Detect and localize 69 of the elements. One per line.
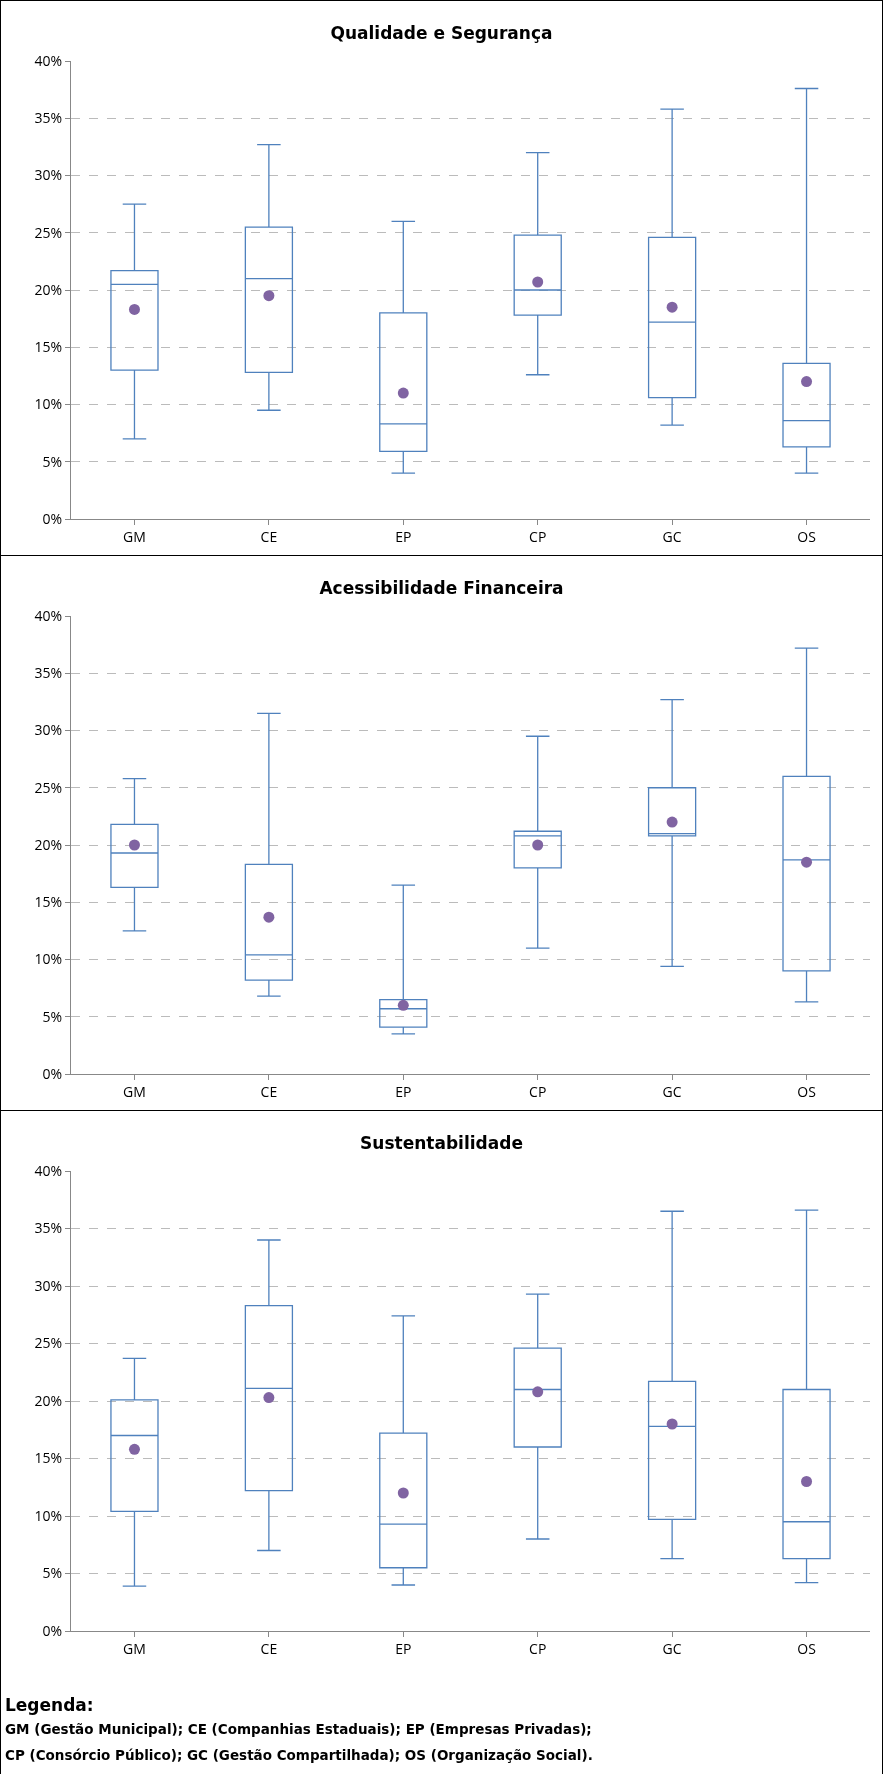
point: [666, 1418, 678, 1430]
chart-title: Sustentabilidade: [360, 1132, 523, 1153]
y-tick-label: 30%: [34, 1275, 63, 1295]
text: CP (Consórcio Público); GC (Gestão Compartilhada); OS (Organização Social).: [5, 1747, 593, 1763]
x-tick-label: EP: [395, 1081, 412, 1101]
x-tick-label: CP: [529, 1638, 547, 1658]
point: [397, 999, 409, 1011]
y-tick-label: 25%: [34, 1333, 63, 1353]
y-tick-label: 15%: [34, 337, 63, 357]
point: [397, 387, 409, 399]
x-tick-label: CE: [260, 1638, 278, 1658]
point: [397, 1487, 409, 1499]
y-tick-label: 35%: [34, 1218, 63, 1238]
point: [532, 276, 544, 288]
y-tick-label: 10%: [34, 394, 63, 414]
x-tick-label: GC: [662, 1081, 682, 1101]
y-tick-label: 5%: [42, 1006, 63, 1026]
y-tick-label: 15%: [34, 892, 63, 912]
y-tick-label: 15%: [34, 1448, 63, 1468]
y-tick-label: 25%: [34, 222, 63, 242]
y-tick-label: 35%: [34, 108, 63, 128]
point: [666, 301, 678, 313]
x-tick-label: EP: [395, 1638, 412, 1658]
y-tick-label: 0%: [42, 508, 63, 528]
y-tick-label: 40%: [34, 605, 63, 625]
x-tick-label: CP: [529, 1081, 547, 1101]
text: Legenda:: [5, 1695, 94, 1715]
text: GM (Gestão Municipal); CE (Companhias Estaduais); EP (Empresas Privadas);: [5, 1721, 592, 1737]
point: [263, 1392, 275, 1404]
point: [532, 1386, 544, 1398]
point: [128, 1443, 140, 1455]
y-tick-label: 40%: [34, 1160, 63, 1180]
y-tick-label: 10%: [34, 949, 63, 969]
point: [666, 816, 678, 828]
y-tick-label: 20%: [34, 279, 63, 299]
y-tick-label: 30%: [34, 720, 63, 740]
point: [801, 1476, 813, 1487]
x-tick-label: OS: [797, 1638, 816, 1658]
x-tick-label: OS: [797, 526, 816, 546]
chart-title: Acessibilidade Financeira: [319, 577, 564, 598]
y-tick-label: 20%: [34, 1390, 63, 1410]
x-tick-label: CE: [260, 1081, 278, 1101]
y-tick-label: 10%: [34, 1505, 63, 1525]
y-tick-label: 30%: [34, 165, 63, 185]
y-tick-label: 35%: [34, 663, 63, 683]
x-tick-label: CP: [529, 526, 547, 546]
x-tick-label: EP: [395, 526, 412, 546]
point: [263, 911, 275, 923]
x-tick-label: CE: [260, 526, 278, 546]
point: [128, 303, 140, 315]
point: [263, 290, 275, 302]
x-tick-label: GM: [123, 1638, 146, 1658]
y-tick-label: 20%: [34, 834, 63, 854]
y-tick-label: 0%: [42, 1620, 63, 1640]
y-tick-label: 0%: [42, 1063, 63, 1083]
x-tick-label: GC: [662, 526, 682, 546]
x-tick-label: GM: [123, 1081, 146, 1101]
y-tick-label: 25%: [34, 777, 63, 797]
x-tick-label: GC: [662, 1638, 682, 1658]
x-tick-label: GM: [123, 526, 146, 546]
point: [801, 856, 813, 868]
point: [128, 839, 140, 851]
point: [801, 376, 813, 388]
y-tick-label: 5%: [42, 451, 63, 471]
point: [532, 839, 544, 851]
chart-title: Qualidade e Segurança: [330, 22, 553, 43]
y-tick-label: 40%: [34, 50, 63, 70]
x-tick-label: OS: [797, 1081, 816, 1101]
y-tick-label: 5%: [42, 1563, 63, 1583]
